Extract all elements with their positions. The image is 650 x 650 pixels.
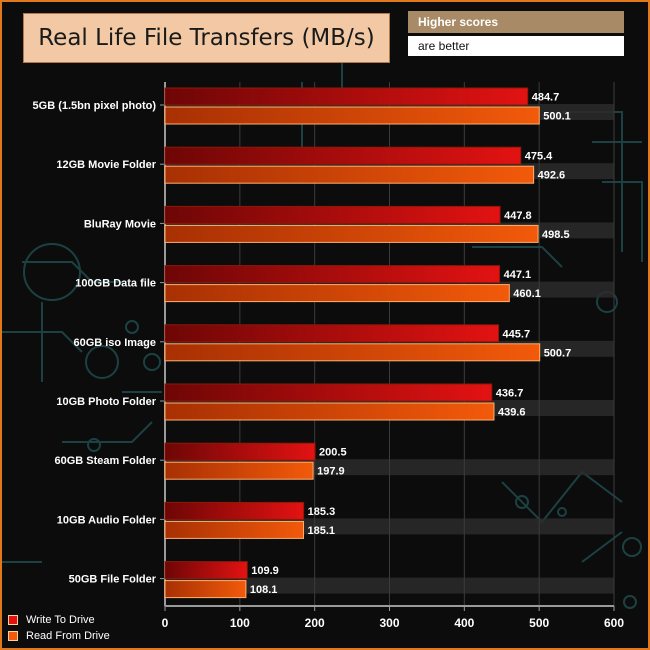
bar-read — [164, 165, 535, 184]
bar-write — [164, 383, 493, 402]
category-label: 60GB Steam Folder — [55, 455, 157, 467]
value-label-write: 447.1 — [504, 269, 532, 281]
legend-label-read: Read From Drive — [26, 630, 110, 642]
circuit-node — [125, 320, 139, 334]
bar-read — [164, 343, 541, 362]
category-label: 12GB Movie Folder — [56, 159, 156, 171]
legend-swatch-write — [8, 615, 18, 625]
x-tick-label: 600 — [604, 616, 624, 630]
are-better-note: are better — [408, 36, 624, 56]
x-tick-label: 500 — [529, 616, 549, 630]
value-label-write: 484.7 — [532, 92, 560, 104]
x-tick-label: 300 — [379, 616, 399, 630]
category-label: 10GB Audio Folder — [57, 514, 157, 526]
value-label-write: 200.5 — [319, 447, 347, 459]
legend-item-read: Read From Drive — [8, 630, 110, 642]
circuit-node — [143, 353, 161, 371]
circuit-node — [87, 438, 101, 452]
legend-swatch-read — [8, 631, 18, 641]
bar-read — [164, 224, 539, 243]
bar-write — [164, 501, 305, 520]
category-label: 100GB Data file — [75, 278, 156, 290]
value-label-write: 445.7 — [503, 328, 531, 340]
circuit-trace — [472, 246, 563, 268]
circuit-node — [23, 243, 81, 301]
circuit-trace — [501, 470, 623, 524]
value-label-read: 185.1 — [308, 525, 336, 537]
value-label-write: 475.4 — [525, 151, 553, 163]
category-label: BluRay Movie — [84, 218, 156, 230]
circuit-trace — [22, 261, 122, 283]
circuit-trace — [581, 531, 623, 563]
bar-write — [164, 324, 500, 343]
bar-read — [164, 284, 510, 303]
value-label-write: 185.3 — [308, 506, 336, 518]
value-label-write: 436.7 — [496, 388, 524, 400]
value-label-read: 108.1 — [250, 584, 278, 596]
value-label-write: 447.8 — [504, 210, 532, 222]
category-label: 60GB iso Image — [73, 337, 156, 349]
value-label-read: 500.7 — [544, 347, 572, 359]
value-label-read: 498.5 — [542, 229, 570, 241]
legend-item-write: Write To Drive — [8, 614, 95, 626]
category-label: 5GB (1.5bn pixel photo) — [33, 100, 157, 112]
bar-write — [164, 87, 529, 106]
circuit-node — [623, 595, 637, 609]
bar-read — [164, 520, 305, 539]
bar-write — [164, 442, 316, 461]
bar-write — [164, 146, 522, 165]
value-label-read: 492.6 — [538, 170, 566, 182]
circuit-node — [557, 507, 567, 517]
category-label: 50GB File Folder — [69, 574, 157, 586]
bar-read — [164, 580, 247, 599]
higher-scores-note: Higher scores — [408, 11, 624, 33]
category-label: 10GB Photo Folder — [56, 396, 156, 408]
circuit-node — [85, 345, 119, 379]
x-tick-label: 100 — [230, 616, 250, 630]
bar-read — [164, 461, 314, 480]
value-label-read: 500.1 — [543, 111, 571, 123]
circuit-node — [622, 537, 642, 557]
value-label-write: 109.9 — [251, 565, 279, 577]
value-label-read: 439.6 — [498, 407, 526, 419]
legend-label-write: Write To Drive — [26, 614, 95, 626]
circuit-trace — [2, 331, 83, 353]
value-label-read: 460.1 — [513, 288, 541, 300]
chart-title: Real Life File Transfers (MB/s) — [23, 13, 390, 63]
bar-read — [164, 402, 495, 421]
bar-write — [164, 265, 501, 284]
x-tick-label: 0 — [162, 616, 169, 630]
x-tick-label: 400 — [454, 616, 474, 630]
x-tick-label: 200 — [305, 616, 325, 630]
circuit-trace — [62, 421, 153, 443]
circuit-node — [515, 495, 529, 509]
bar-write — [164, 205, 501, 224]
bar-write — [164, 561, 248, 580]
value-label-read: 197.9 — [317, 466, 345, 478]
bar-read — [164, 106, 540, 125]
circuit-trace — [602, 181, 643, 262]
